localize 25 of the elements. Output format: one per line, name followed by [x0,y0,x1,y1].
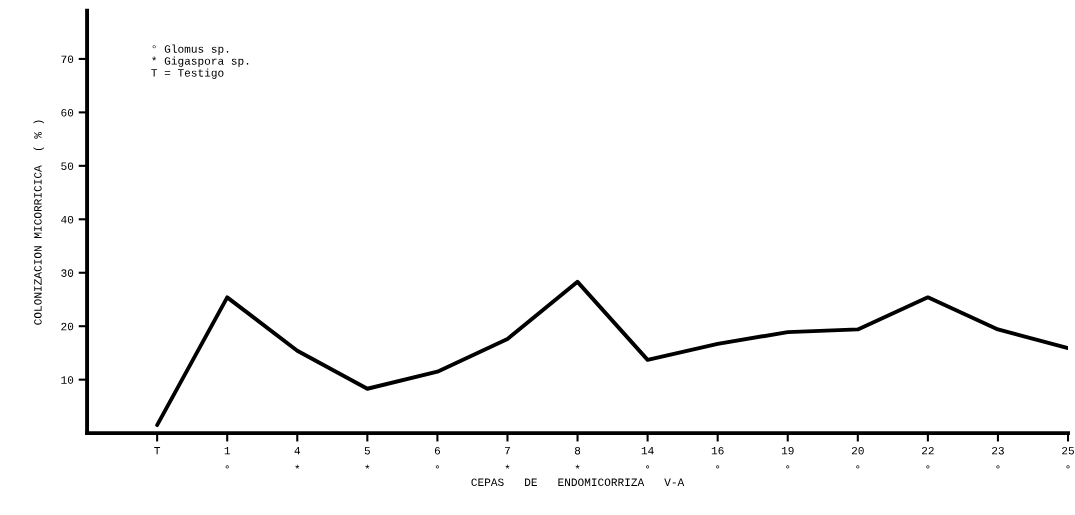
x-tick-label: 14 ° [641,447,654,469]
y-tick-label: 10 [61,376,74,384]
x-tick-label: 8 * [574,446,581,469]
x-tick-label: 19 ° [781,446,794,469]
x-tick-label: 1 ° [224,447,230,469]
x-tick-label: 25 ° [1062,446,1074,469]
x-tick-label: 5 * [364,447,370,469]
x-tick-label: 23 ° [992,446,1004,469]
x-tick-label: 16 ° [711,446,724,469]
line-series [155,279,1069,428]
y-tick-label: 50 [61,162,74,170]
y-axis-title: COLONIZACION MICORRICICA ( % ) [33,120,44,325]
y-tick-label: 20 [61,322,74,331]
y-tick-label: 60 [61,108,74,117]
x-axis-title: CEPAS DE ENDOMICORRIZA V-A [471,478,685,487]
x-tick-label: 4 * [294,447,301,469]
y-tick-label: 30 [61,269,74,277]
x-tick-label: T [154,447,161,455]
x-tick-label: 6 ° [434,446,441,469]
y-tick-label: 70 [61,55,74,64]
annotation: ° Glomus sp. * Gigaspora sp. T = Testigo [151,44,249,79]
x-tick-label: 7 * [505,447,510,469]
y-tick-label: 40 [61,215,74,224]
x-tick-label: 22 ° [921,446,934,469]
x-tick-label: 20 ° [851,446,864,469]
